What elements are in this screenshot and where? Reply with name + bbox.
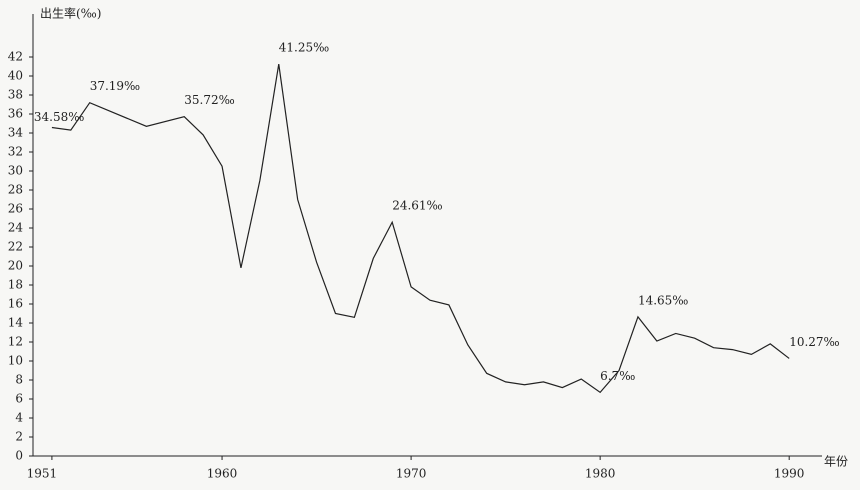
y-tick-label: 34: [8, 126, 24, 140]
y-tick-label: 12: [8, 335, 23, 349]
y-tick-label: 20: [8, 259, 23, 273]
x-tick-label: 1990: [774, 467, 805, 481]
y-axis-title: 出生率(‰): [40, 6, 101, 21]
y-tick-label: 10: [8, 354, 23, 368]
y-tick-label: 30: [8, 164, 23, 178]
y-tick-label: 8: [15, 373, 23, 387]
y-tick-label: 6: [15, 392, 23, 406]
y-tick-label: 16: [8, 297, 23, 311]
y-tick-label: 14: [8, 316, 24, 330]
data-label: 24.61‰: [392, 199, 442, 213]
x-axis-title: 年份: [824, 455, 848, 469]
y-tick-label: 24: [8, 221, 24, 235]
data-label: 14.65‰: [638, 293, 688, 307]
y-tick-label: 4: [15, 411, 23, 425]
data-label: 37.19‰: [90, 79, 140, 93]
y-tick-label: 28: [8, 183, 23, 197]
data-label: 41.25‰: [279, 41, 329, 55]
y-tick-label: 22: [8, 240, 23, 254]
x-tick-label: 1980: [585, 467, 616, 481]
x-tick-label: 1970: [396, 467, 427, 481]
y-tick-label: 18: [8, 278, 23, 292]
y-tick-label: 32: [8, 145, 23, 159]
y-tick-label: 38: [8, 88, 23, 102]
data-label: 6.7‰: [600, 369, 635, 383]
y-tick-label: 40: [8, 69, 23, 83]
y-tick-label: 42: [8, 50, 23, 64]
data-label: 34.58‰: [34, 110, 84, 124]
data-label: 35.72‰: [184, 93, 234, 107]
line: [51, 64, 790, 394]
y-tick-label: 2: [15, 430, 23, 444]
x-tick-label: 1960: [207, 467, 238, 481]
data-label: 10.27‰: [789, 335, 839, 349]
y-tick-label: 36: [8, 107, 23, 121]
x-tick-label: 1951: [27, 467, 58, 481]
y-tick-label: 0: [15, 449, 23, 463]
y-tick-label: 26: [8, 202, 23, 216]
